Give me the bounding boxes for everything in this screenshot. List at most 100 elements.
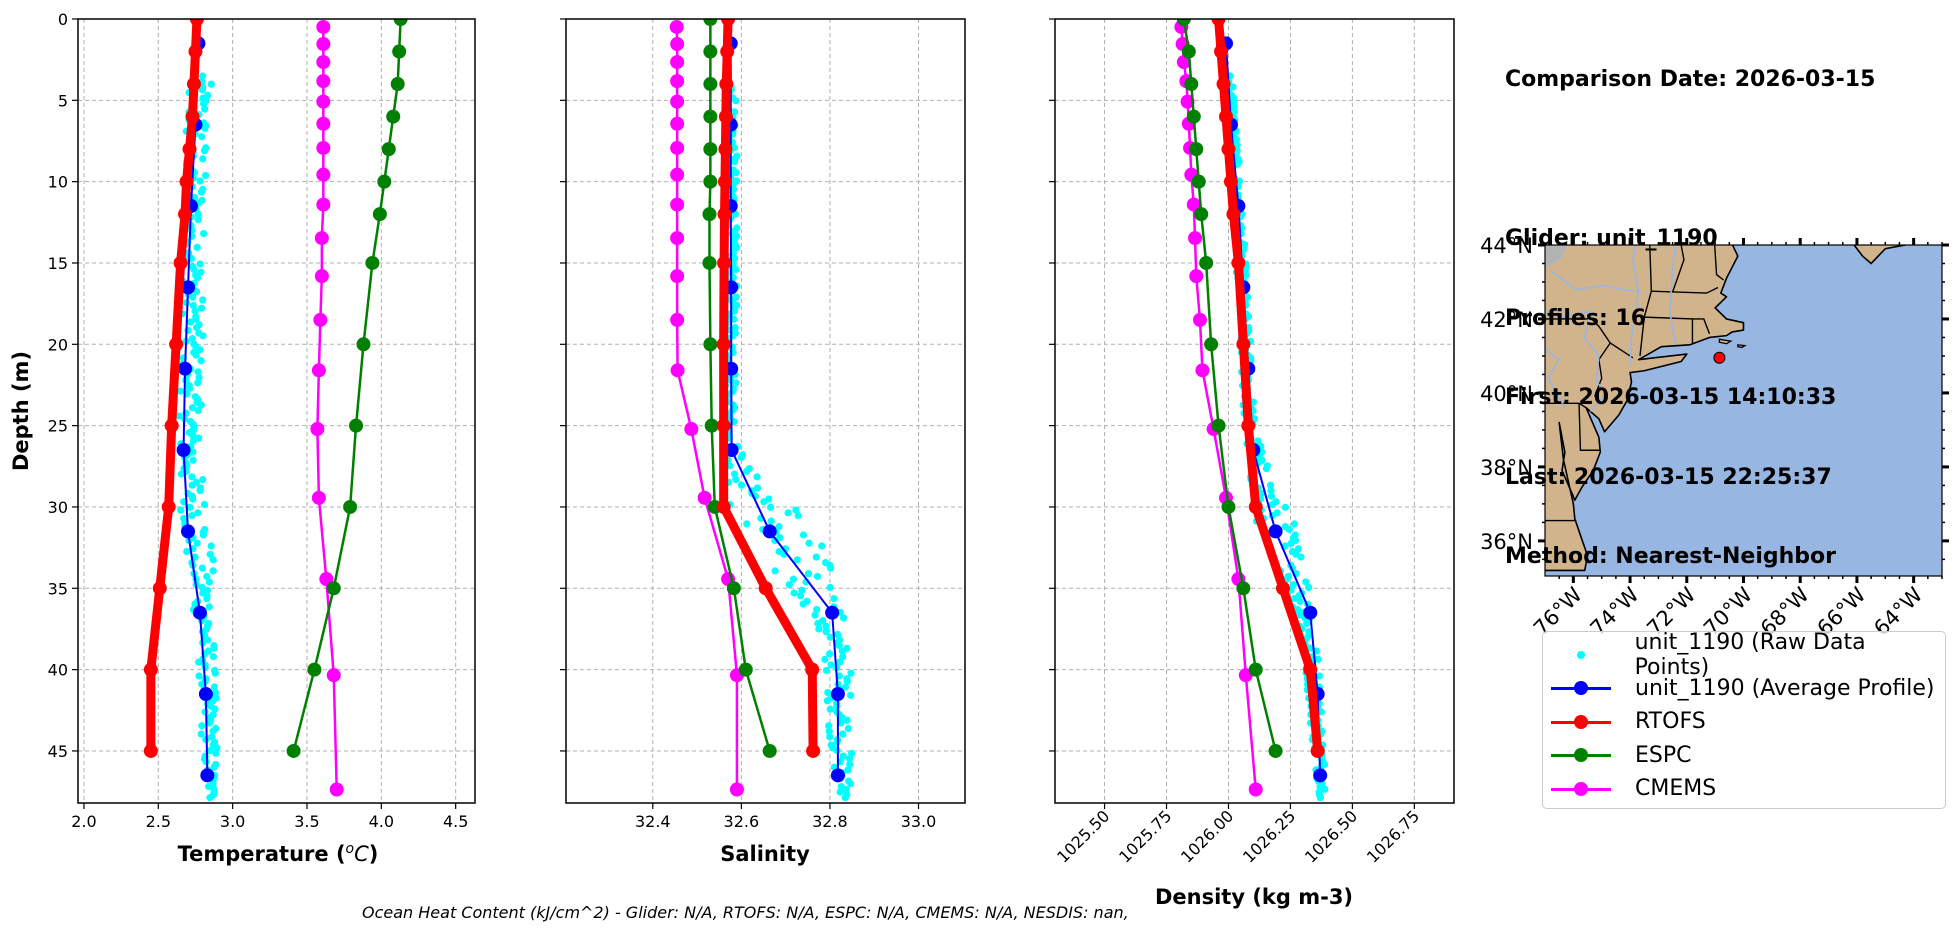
y-tick-label: 0 bbox=[58, 10, 68, 29]
map-content bbox=[1545, 245, 1907, 572]
raw-data-point bbox=[818, 542, 826, 550]
raw-data-point bbox=[199, 476, 207, 484]
rtofs-point bbox=[1226, 207, 1241, 222]
rtofs-series bbox=[1211, 19, 1325, 758]
raw-data-point bbox=[805, 539, 813, 547]
raw-data-point bbox=[730, 470, 739, 478]
raw-data-point bbox=[192, 323, 201, 332]
raw-data-point bbox=[196, 487, 204, 495]
rtofs-point bbox=[1303, 662, 1318, 677]
espc-point bbox=[1199, 255, 1214, 270]
raw-data-point bbox=[199, 99, 208, 108]
raw-data-point bbox=[1314, 655, 1322, 663]
espc-point bbox=[1248, 662, 1263, 677]
depth-axis-label: Depth (m) bbox=[9, 351, 33, 471]
glider-location-marker bbox=[1713, 351, 1726, 364]
raw-data-point bbox=[194, 509, 202, 517]
raw-data-point bbox=[839, 730, 847, 738]
raw-data-point bbox=[189, 293, 197, 301]
raw-data-point bbox=[771, 536, 779, 545]
raw-data-point bbox=[197, 304, 206, 312]
raw-data-point bbox=[206, 719, 214, 727]
raw-data-point bbox=[844, 766, 852, 774]
espc-point bbox=[1181, 44, 1196, 59]
axes-frame bbox=[77, 18, 476, 804]
raw-data-point bbox=[846, 691, 855, 699]
raw-data-point bbox=[204, 782, 213, 791]
espc-point bbox=[1184, 77, 1199, 92]
rtofs-point bbox=[164, 418, 179, 433]
rtofs-point bbox=[143, 743, 158, 758]
raw-data-point bbox=[185, 384, 194, 392]
espc-point bbox=[392, 44, 407, 59]
cmems-point bbox=[670, 197, 685, 212]
espc-point bbox=[1268, 743, 1283, 758]
x-tick-label: 3.5 bbox=[294, 812, 319, 831]
raw-data-point bbox=[823, 697, 831, 705]
raw-data-point bbox=[1294, 545, 1303, 553]
raw-data-point bbox=[822, 628, 830, 636]
state-border bbox=[1578, 403, 1601, 451]
raw-data-point bbox=[1267, 487, 1275, 495]
rtofs-point bbox=[1241, 418, 1256, 433]
x-tick-label: 32.8 bbox=[812, 812, 848, 831]
cmems-point bbox=[670, 269, 685, 284]
raw-data-point bbox=[1321, 785, 1329, 793]
espc-point bbox=[1186, 109, 1201, 124]
espc-point bbox=[390, 77, 405, 92]
raw-data-point bbox=[196, 260, 204, 268]
raw-data-point bbox=[193, 539, 201, 547]
raw-data-point bbox=[743, 467, 751, 475]
raw-data-point bbox=[175, 412, 183, 420]
raw-data-point bbox=[737, 453, 745, 462]
espc-point bbox=[326, 581, 341, 596]
espc-point bbox=[372, 207, 387, 222]
raw-data-point bbox=[1241, 265, 1250, 274]
salinity-axis-label: Salinity bbox=[720, 842, 810, 866]
legend-item-espc: ESPC bbox=[1543, 739, 1692, 772]
rtofs-point bbox=[716, 499, 731, 514]
raw-data-point bbox=[771, 567, 779, 575]
espc-point bbox=[377, 174, 392, 189]
raw-data-point bbox=[197, 730, 205, 738]
raw-data-point bbox=[206, 747, 214, 755]
rtofs-point bbox=[719, 77, 734, 92]
raw-data-point bbox=[827, 564, 835, 572]
espc-point bbox=[703, 44, 718, 59]
raw-data-point bbox=[205, 603, 213, 611]
raw-data-point bbox=[196, 346, 204, 354]
raw-data-point bbox=[177, 506, 185, 514]
raw-data-point bbox=[201, 124, 209, 133]
raw-data-point bbox=[792, 506, 800, 514]
rtofs-point bbox=[189, 19, 204, 26]
espc-line bbox=[292, 19, 402, 752]
x-tick-label: 1025.50 bbox=[1053, 806, 1113, 866]
glider-point bbox=[178, 361, 193, 376]
raw-data-point bbox=[796, 592, 805, 600]
raw-data-point bbox=[737, 481, 746, 489]
espc-point bbox=[1176, 19, 1191, 26]
y-tick-label: 40 bbox=[48, 661, 68, 680]
glider-line bbox=[182, 43, 209, 776]
raw-data-point bbox=[188, 335, 196, 343]
cmems-point bbox=[670, 363, 685, 378]
raw-data-point bbox=[195, 373, 203, 381]
river bbox=[1550, 270, 1639, 293]
rtofs-point bbox=[152, 581, 167, 596]
raw-data-point bbox=[825, 727, 833, 735]
glider-point bbox=[1303, 605, 1318, 620]
grid bbox=[1055, 18, 1454, 803]
rtofs-point bbox=[169, 337, 184, 352]
raw-data-point bbox=[846, 755, 854, 763]
raw-data-point bbox=[1242, 271, 1250, 279]
raw-data-point bbox=[1254, 437, 1262, 445]
raw-data-point bbox=[731, 158, 739, 166]
raw-data-point bbox=[794, 511, 802, 520]
state-border bbox=[1593, 342, 1611, 397]
raw-data-point bbox=[206, 550, 214, 558]
cmems-point bbox=[670, 74, 685, 89]
espc-point bbox=[393, 19, 408, 26]
rtofs-point bbox=[805, 662, 820, 677]
state-border bbox=[1545, 318, 1634, 359]
raw-data-point bbox=[743, 520, 751, 528]
